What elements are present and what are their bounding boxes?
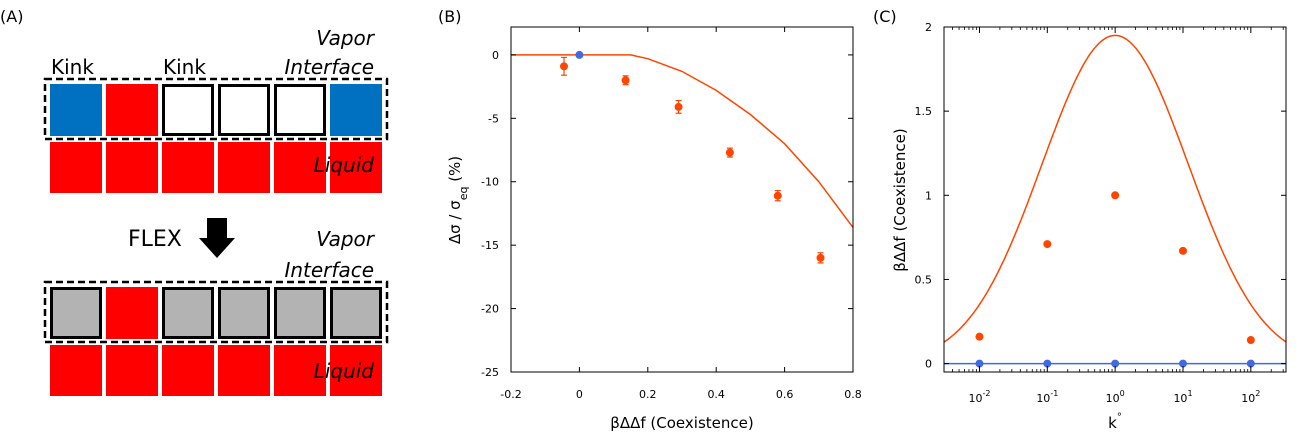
kink-label-left: Kink [51, 55, 94, 79]
c-x-tick-label: 100 [1106, 389, 1125, 405]
b-x-tick-label: 0.8 [844, 388, 862, 401]
bottom-interface-cell-gray [330, 287, 382, 339]
b-y-tick-label: -20 [481, 303, 499, 316]
bottom-liquid-cell-red [274, 345, 326, 396]
c-x-tick-label: 101 [1173, 389, 1192, 405]
b-x-tick-label: 0 [576, 388, 583, 401]
top-liquid-cell-red [274, 142, 326, 193]
panel-b-chart: (B) -0.2 0 0.2 0.4 0.6 0.8 0 -5 -10 -15 -20 -25 βΔΔ… [438, 7, 862, 432]
bottom-interface-dashed-box [43, 280, 389, 344]
top-liquid-cell-red [50, 142, 102, 193]
vapor-label-bottom: Vapor [316, 227, 376, 251]
bottom-liquid-cell-red [218, 345, 270, 396]
panel-b-x-axis-label: βΔΔf (Coexistence) [610, 414, 753, 432]
b-x-tick-label: 0.6 [776, 388, 794, 401]
interface-label-bottom: Interface [284, 258, 374, 282]
top-liquid-cell-red [218, 142, 270, 193]
top-interface-cell-blue [50, 84, 102, 136]
b-data-point [773, 191, 782, 200]
c-data-point [1111, 191, 1120, 200]
bottom-liquid-row [50, 345, 382, 396]
top-interface-cell-red [106, 84, 158, 136]
c-theory-curve [943, 34, 1287, 343]
c-baseline-point [975, 359, 984, 368]
b-data-point [560, 62, 569, 71]
c-y-tick-label: 2 [925, 21, 932, 34]
panel-b-plot-frame [510, 26, 854, 373]
panel-b-y-axis-label: Δσ / σeq (%) [446, 156, 470, 244]
top-liquid-row [50, 142, 382, 193]
b-y-tick-label: -15 [481, 239, 499, 252]
b-y-tick-label: -10 [481, 176, 499, 189]
bottom-interface-row [50, 287, 382, 339]
c-baseline-point [1178, 359, 1187, 368]
c-baseline-point [1111, 359, 1120, 368]
c-y-tick-label: 0.5 [915, 273, 933, 286]
c-x-tick-label: 10-1 [1036, 389, 1058, 405]
b-data-point [621, 76, 630, 85]
top-interface-cell-empty [274, 84, 326, 136]
liquid-label-top: Liquid [314, 153, 375, 177]
b-data-point [674, 102, 683, 111]
top-interface-cell-empty [162, 84, 214, 136]
c-baseline-point [1246, 359, 1255, 368]
bottom-interface-cell-gray [162, 287, 214, 339]
panel-a-label: (A) [0, 7, 23, 26]
b-x-tick-label: -0.2 [500, 388, 521, 401]
vapor-label-top: Vapor [316, 26, 376, 50]
panel-a: (A) Kink Kink Vapor Interface Liquid FLE… [0, 7, 389, 396]
c-y-tick-label: 0 [925, 358, 932, 371]
c-data-point [975, 332, 984, 341]
top-interface-cell-empty [218, 84, 270, 136]
b-data-point [725, 148, 734, 157]
panel-b-label: (B) [438, 7, 461, 26]
top-interface-cell-blue [330, 84, 382, 136]
down-arrow-icon [199, 218, 235, 258]
b-y-tick-label: -5 [488, 112, 499, 125]
panel-c-plot-frame [943, 26, 1287, 373]
c-y-tick-label: 1.5 [915, 105, 933, 118]
bottom-liquid-cell-red [162, 345, 214, 396]
b-y-tick-label: -25 [481, 366, 499, 379]
b-theory-curve [511, 54, 854, 228]
bottom-liquid-cell-red [50, 345, 102, 396]
c-x-tick-label: 102 [1241, 389, 1260, 405]
b-x-tick-label: 0.4 [707, 388, 725, 401]
panel-c-label: (C) [873, 7, 897, 26]
panel-c-x-axis-label: k° [1108, 412, 1122, 432]
bottom-interface-cell-gray [218, 287, 270, 339]
bottom-liquid-cell-red [330, 345, 382, 396]
c-x-tick-label: 10-2 [968, 389, 990, 405]
top-liquid-cell-red [106, 142, 158, 193]
panel-c-chart: (C) 10-2 10-1 100 101 102 0 0.5 1 1.5 2 k° βΔΔf (… [873, 7, 1287, 432]
c-y-tick-label: 1 [925, 189, 932, 202]
kink-label-right: Kink [163, 55, 206, 79]
bottom-liquid-cell-red [106, 345, 158, 396]
interface-label-top: Interface [284, 55, 374, 79]
flex-label: FLEX [128, 227, 182, 252]
top-interface-row [50, 84, 382, 136]
b-y-tick-label: 0 [492, 49, 499, 62]
c-data-point [1178, 246, 1187, 255]
top-interface-dashed-box [43, 77, 389, 141]
bottom-interface-cell-gray [274, 287, 326, 339]
liquid-label-bottom: Liquid [314, 359, 375, 383]
panel-c-y-axis-label: βΔΔf (Coexistence) [891, 128, 909, 271]
c-baseline-point [1043, 359, 1052, 368]
c-data-point [1043, 240, 1052, 249]
c-data-point [1246, 336, 1255, 345]
bottom-interface-cell-red [106, 287, 158, 339]
top-liquid-cell-red [162, 142, 214, 193]
b-reference-point [575, 50, 584, 59]
top-liquid-cell-red [330, 142, 382, 193]
b-data-point [816, 253, 825, 262]
b-x-tick-label: 0.2 [639, 388, 657, 401]
bottom-interface-cell-gray [50, 287, 102, 339]
